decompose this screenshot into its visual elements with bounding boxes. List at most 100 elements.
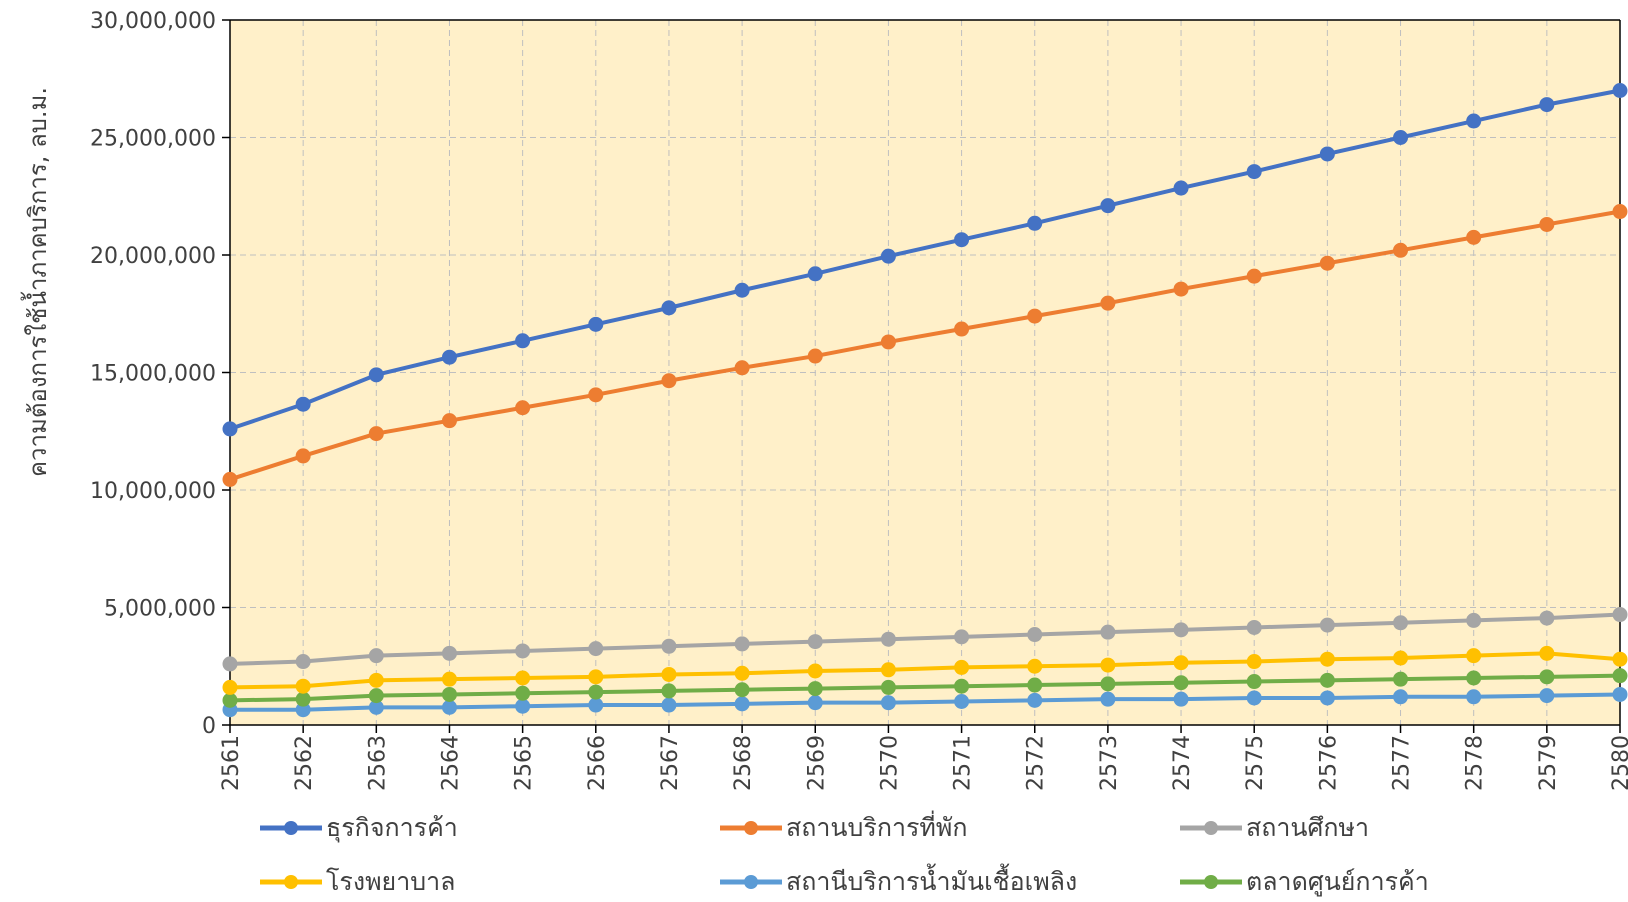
- data-point: [588, 697, 604, 713]
- data-point: [1466, 229, 1482, 245]
- data-point: [1612, 83, 1628, 98]
- data-point: [734, 696, 750, 712]
- data-point: [1319, 146, 1335, 162]
- data-point: [880, 631, 896, 647]
- series-6: [222, 668, 1628, 708]
- x-tick-label: 2563: [365, 735, 390, 791]
- data-point: [807, 663, 823, 679]
- data-point: [1173, 655, 1189, 671]
- x-tick-label: 2565: [512, 735, 537, 791]
- data-point: [588, 684, 604, 700]
- series-layer: [222, 83, 1628, 718]
- series-line: [229, 88, 1621, 431]
- data-point: [1466, 612, 1482, 628]
- data-point: [954, 232, 970, 248]
- data-point: [1027, 658, 1043, 674]
- x-tick-label: 2566: [585, 735, 610, 791]
- data-point: [222, 679, 238, 695]
- y-tick-label: 0: [202, 714, 216, 739]
- y-tick-label: 20,000,000: [90, 244, 216, 269]
- x-tick-label: 2572: [1024, 735, 1049, 791]
- data-point: [441, 699, 457, 715]
- data-point: [295, 702, 311, 718]
- data-point: [1466, 113, 1482, 129]
- data-point: [1173, 281, 1189, 297]
- data-point: [515, 333, 531, 349]
- data-point: [734, 282, 750, 298]
- data-point: [954, 659, 970, 675]
- data-point: [1246, 674, 1262, 690]
- data-point: [515, 670, 531, 686]
- data-point: [1027, 627, 1043, 643]
- y-axis-title: ความต้องการใช้น้ำภาคบริการ, ลบ.ม.: [20, 87, 52, 477]
- series-line: [230, 692, 1621, 712]
- x-tick-label: 2573: [1097, 735, 1122, 791]
- data-point: [368, 699, 384, 715]
- data-point: [1393, 130, 1409, 145]
- data-point: [588, 387, 604, 403]
- data-point: [1319, 690, 1335, 706]
- series-line: [229, 209, 1621, 482]
- axes: 0 5,000,000 10,000,000 15,000,000 20,000,000…: [90, 9, 1628, 791]
- x-tick-label: 2580: [1609, 735, 1628, 791]
- data-point: [295, 654, 311, 670]
- x-tick-label: 2578: [1463, 735, 1488, 791]
- data-point: [1466, 648, 1482, 664]
- data-point: [1173, 180, 1189, 196]
- data-point: [1393, 650, 1409, 666]
- data-point: [734, 360, 750, 376]
- data-point: [368, 672, 384, 688]
- data-point: [1027, 692, 1043, 708]
- data-point: [1393, 689, 1409, 705]
- data-point: [1100, 624, 1116, 640]
- data-point: [441, 349, 457, 365]
- data-point: [1612, 607, 1628, 623]
- series-line: [229, 612, 1621, 666]
- data-point: [588, 641, 604, 657]
- data-point: [1100, 691, 1116, 707]
- data-point: [1539, 216, 1555, 232]
- x-tick-label: 2570: [877, 735, 902, 791]
- x-tick-label: 2575: [1243, 735, 1268, 791]
- data-point: [1612, 651, 1628, 667]
- data-point: [807, 348, 823, 364]
- data-point: [295, 396, 311, 412]
- data-point: [1173, 691, 1189, 707]
- data-point: [1393, 671, 1409, 687]
- data-point: [807, 634, 823, 650]
- data-point: [295, 448, 311, 464]
- data-point: [954, 321, 970, 337]
- series-1: [222, 83, 1628, 437]
- data-point: [1246, 164, 1262, 180]
- data-point: [441, 686, 457, 702]
- data-point: [1100, 198, 1116, 214]
- data-point: [1100, 657, 1116, 673]
- data-point: [661, 373, 677, 389]
- data-point: [1246, 654, 1262, 670]
- data-point: [661, 683, 677, 699]
- data-point: [1393, 615, 1409, 631]
- data-point: [1319, 255, 1335, 271]
- data-point: [515, 698, 531, 714]
- data-point: [734, 636, 750, 652]
- data-point: [1173, 622, 1189, 638]
- data-point: [880, 662, 896, 678]
- data-point: [1466, 670, 1482, 686]
- y-tick-label: 25,000,000: [90, 127, 216, 152]
- data-point: [734, 682, 750, 698]
- data-point: [661, 300, 677, 316]
- y-tick-label: 15,000,000: [90, 362, 216, 387]
- data-point: [368, 648, 384, 664]
- data-point: [222, 656, 238, 672]
- y-tick-label: 30,000,000: [90, 9, 216, 34]
- data-point: [1319, 672, 1335, 688]
- y-tick-label: 10,000,000: [90, 479, 216, 504]
- data-point: [807, 695, 823, 711]
- x-tick-label: 2579: [1536, 735, 1561, 791]
- data-point: [588, 669, 604, 685]
- data-point: [368, 688, 384, 704]
- series-line: [229, 651, 1621, 690]
- data-point: [588, 316, 604, 332]
- data-point: [222, 421, 238, 437]
- data-point: [954, 694, 970, 709]
